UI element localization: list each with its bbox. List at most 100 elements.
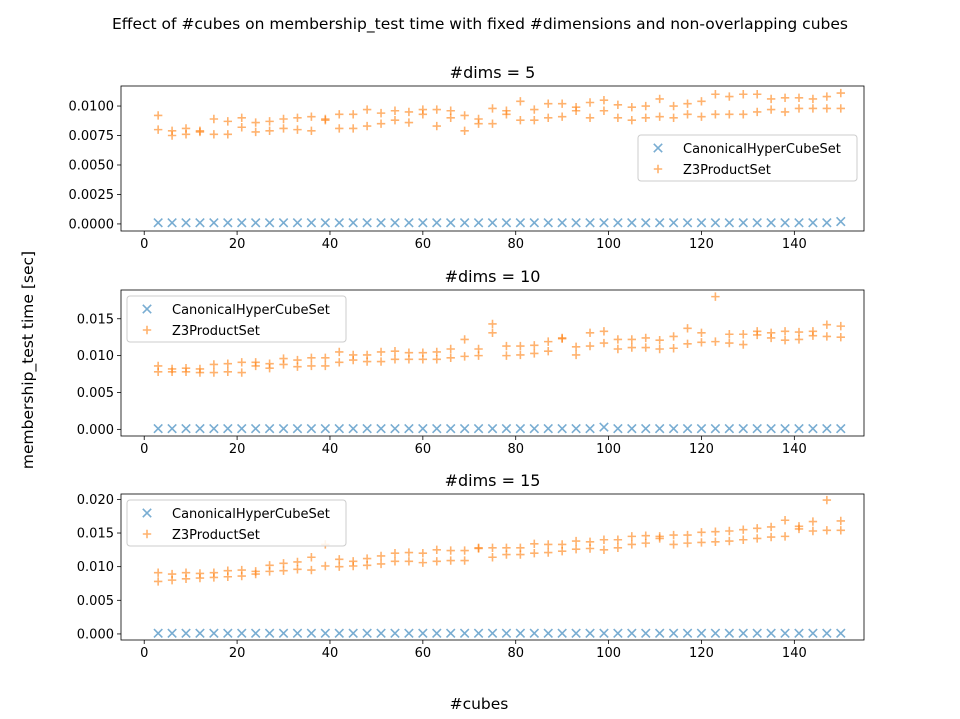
data-point — [487, 217, 498, 228]
data-point — [780, 327, 790, 336]
data-point — [682, 628, 693, 639]
data-point — [530, 349, 539, 358]
legend-marker — [653, 143, 663, 153]
data-point — [320, 628, 331, 639]
data-point — [836, 321, 845, 331]
data-point — [362, 217, 372, 228]
data-point — [627, 103, 637, 112]
data-point — [794, 327, 804, 337]
data-point — [613, 113, 623, 123]
data-point — [794, 104, 804, 113]
data-point — [376, 357, 386, 366]
data-point — [585, 98, 595, 107]
data-point — [780, 423, 790, 434]
data-point — [836, 526, 845, 535]
data-point — [446, 556, 455, 565]
x-tick-label: 0 — [140, 646, 148, 661]
data-point — [264, 628, 275, 639]
data-point — [376, 628, 386, 639]
data-point — [599, 422, 609, 432]
x-tick-label: 80 — [507, 237, 524, 252]
data-point — [683, 339, 692, 349]
data-point — [404, 217, 414, 228]
data-point — [682, 217, 693, 228]
data-point — [404, 118, 414, 127]
data-point — [599, 338, 609, 348]
y-tick-label: 0.0000 — [69, 217, 115, 232]
legend-box — [637, 134, 858, 182]
data-point — [529, 217, 540, 228]
data-point — [752, 628, 762, 639]
data-point — [418, 110, 428, 119]
data-point — [669, 344, 678, 353]
data-point — [738, 217, 749, 228]
data-point — [278, 217, 289, 228]
data-point — [697, 338, 706, 347]
data-point — [223, 359, 233, 368]
data-point — [376, 551, 386, 561]
y-tick-label: 0.015 — [77, 312, 114, 327]
data-point — [432, 545, 441, 555]
data-point — [585, 423, 595, 434]
data-point — [223, 217, 233, 228]
data-point — [195, 217, 205, 228]
data-point — [641, 538, 650, 548]
data-point — [390, 347, 400, 356]
data-point — [487, 628, 498, 639]
data-point — [487, 423, 498, 434]
data-point — [822, 92, 832, 101]
data-point — [599, 535, 609, 544]
data-point — [766, 105, 776, 114]
data-point — [362, 121, 372, 131]
data-point — [544, 540, 553, 549]
data-point — [669, 540, 678, 549]
data-point — [390, 557, 400, 566]
data-point — [264, 423, 275, 434]
data-point — [571, 217, 581, 228]
data-point — [306, 217, 317, 228]
data-point — [195, 628, 205, 639]
data-point — [195, 127, 205, 137]
data-point — [655, 112, 664, 121]
data-point — [209, 360, 219, 369]
data-point — [307, 361, 316, 371]
legend: CanonicalHyperCubeSet Z3ProductSet — [126, 295, 347, 343]
x-tick-label: 140 — [782, 237, 807, 252]
data-point — [181, 423, 191, 434]
data-point — [516, 341, 525, 351]
data-point — [460, 126, 469, 135]
data-point — [348, 124, 358, 133]
data-point — [488, 319, 497, 329]
legend-label: Z3ProductSet — [683, 163, 771, 178]
x-tick-label: 60 — [415, 442, 432, 457]
data-point — [599, 106, 609, 115]
data-point — [613, 217, 623, 228]
data-point — [724, 628, 735, 639]
data-point — [445, 217, 456, 228]
data-point — [362, 357, 372, 366]
data-point — [502, 341, 511, 351]
data-point — [501, 423, 512, 434]
data-point — [571, 342, 581, 351]
y-tick-label: 0.000 — [77, 423, 114, 438]
data-point — [167, 423, 177, 434]
data-point — [697, 328, 706, 337]
data-point — [544, 113, 553, 123]
data-point — [390, 355, 400, 364]
x-tick-label: 40 — [322, 646, 339, 661]
data-point — [725, 330, 734, 339]
data-point — [278, 423, 289, 434]
data-point — [544, 347, 553, 356]
x-tick-label: 60 — [415, 237, 432, 252]
data-point — [250, 217, 261, 228]
data-point — [808, 217, 818, 228]
data-point — [390, 423, 400, 434]
data-point — [627, 217, 637, 228]
data-point — [306, 628, 317, 639]
data-point — [237, 368, 246, 377]
data-point — [376, 217, 386, 228]
data-point — [696, 628, 707, 639]
data-point — [250, 423, 261, 434]
data-point — [571, 544, 581, 554]
data-point — [557, 217, 567, 228]
